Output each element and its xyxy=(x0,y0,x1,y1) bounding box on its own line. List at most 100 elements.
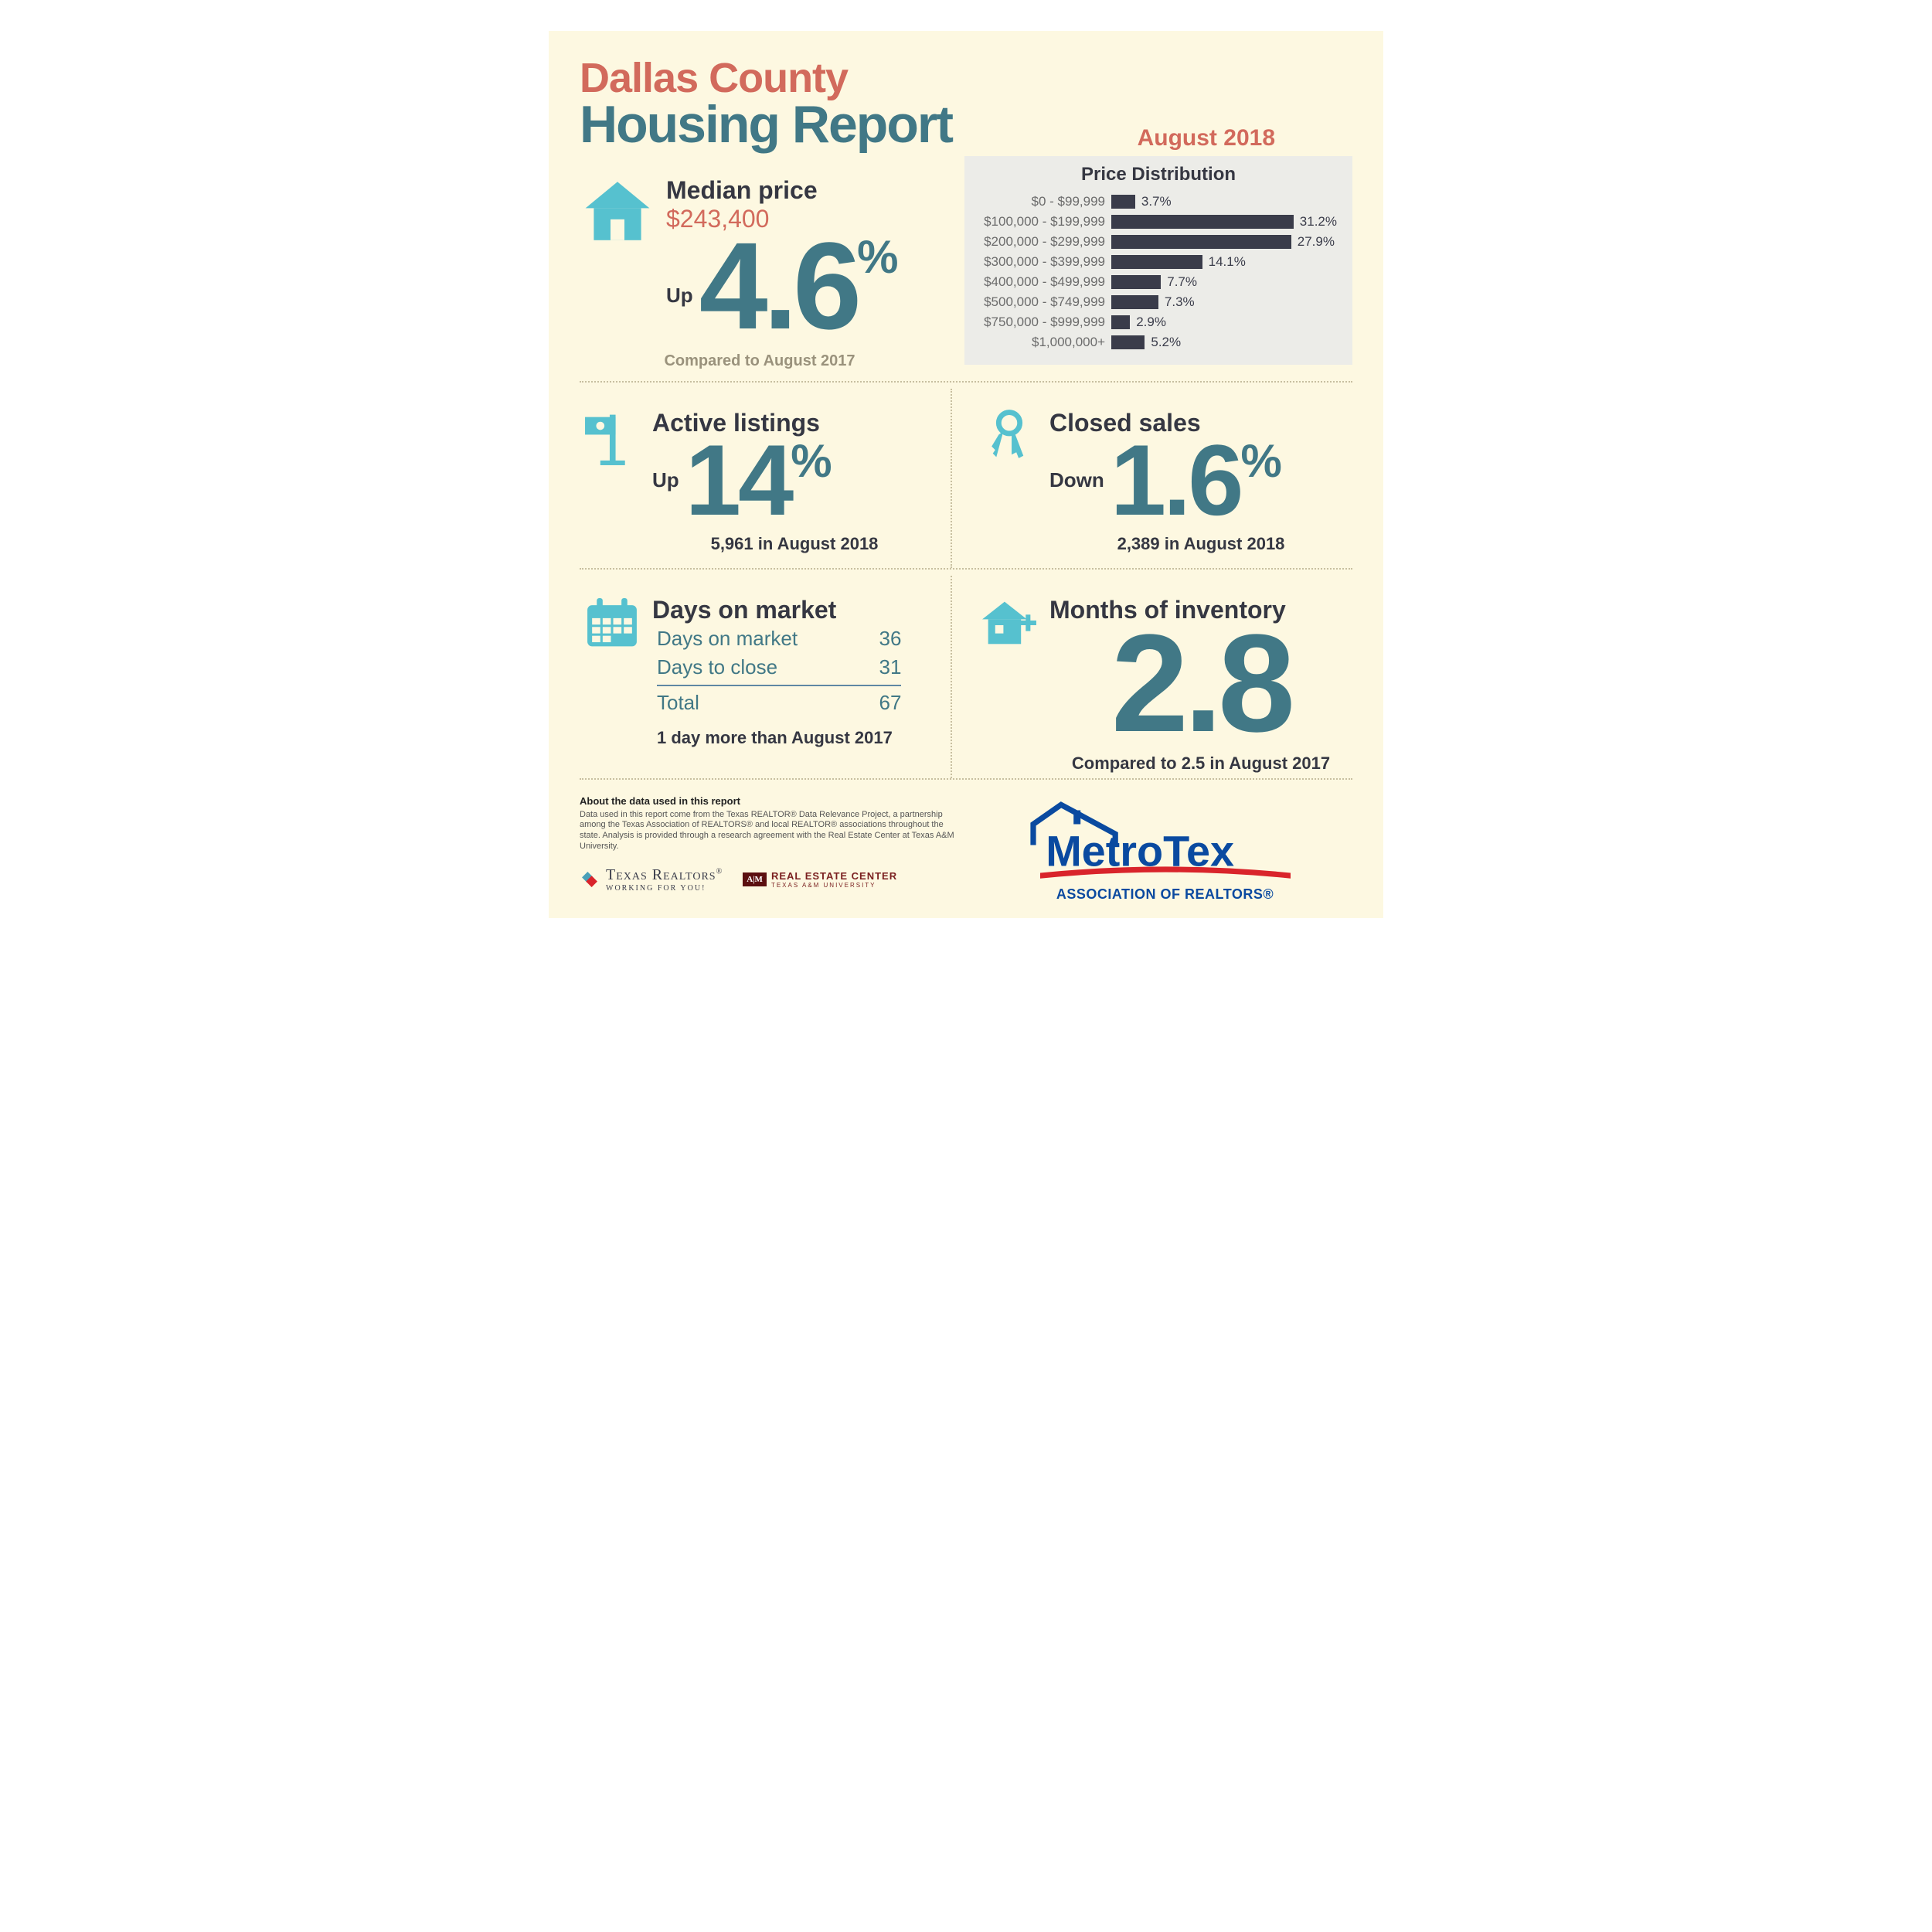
median-caption: Compared to August 2017 xyxy=(583,352,937,370)
distribution-label: $750,000 - $999,999 xyxy=(980,315,1111,330)
distribution-bar xyxy=(1111,235,1291,249)
median-price-panel: Median price $243,400 Up 4.6 % Compared … xyxy=(580,161,951,381)
closed-percent: 1.6 xyxy=(1111,437,1241,523)
days-on-market-panel: Days on market Days on market36 Days to … xyxy=(580,576,951,778)
distribution-row: $0 - $99,999 3.7% xyxy=(980,192,1337,212)
dom-label: Days on market xyxy=(652,596,937,624)
distribution-row: $750,000 - $999,999 2.9% xyxy=(980,312,1337,332)
row-3: Days on market Days on market36 Days to … xyxy=(580,576,1352,778)
about-body: Data used in this report come from the T… xyxy=(580,810,954,852)
distribution-value: 31.2% xyxy=(1300,214,1337,230)
header-row: Dallas County Housing Report August 2018 xyxy=(580,54,1352,155)
closed-caption: 2,389 in August 2018 xyxy=(1049,534,1352,554)
report-date: August 2018 xyxy=(1138,125,1275,151)
dom-total-value: 67 xyxy=(879,691,902,715)
dom-row-name: Days to close xyxy=(657,655,777,679)
closed-sales-panel: Closed sales Down 1.6 % 2,389 in August … xyxy=(951,389,1352,568)
distribution-bar xyxy=(1111,275,1161,289)
distribution-bar-area: 5.2% xyxy=(1111,335,1337,350)
infographic-page: Dallas County Housing Report August 2018… xyxy=(549,31,1383,918)
real-estate-center-logo: A|M REAL ESTATE CENTER TEXAS A&M UNIVERS… xyxy=(743,870,897,889)
median-pct-symbol: % xyxy=(857,230,898,284)
distribution-bar-area: 27.9% xyxy=(1111,234,1337,250)
median-label: Median price xyxy=(666,176,937,205)
dom-row: Days to close 31 xyxy=(657,653,901,682)
inventory-value: 2.8 xyxy=(1111,624,1291,743)
active-direction: Up xyxy=(652,468,679,492)
distribution-value: 7.3% xyxy=(1165,294,1195,310)
distribution-row: $100,000 - $199,999 31.2% xyxy=(980,212,1337,232)
distribution-bar-area: 2.9% xyxy=(1111,315,1337,330)
tx-realtors-sub: WORKING FOR YOU! xyxy=(606,884,723,893)
footer: About the data used in this report Data … xyxy=(580,795,1352,903)
tx-realtors-text: Texas Realtors xyxy=(606,866,716,883)
distribution-label: $300,000 - $399,999 xyxy=(980,254,1111,270)
dom-total-label: Total xyxy=(657,691,699,715)
divider-2 xyxy=(580,568,1352,570)
distribution-bar xyxy=(1111,255,1202,269)
distribution-bar xyxy=(1111,315,1130,329)
active-caption: 5,961 in August 2018 xyxy=(652,534,937,554)
median-percent: 4.6 xyxy=(699,233,857,338)
distribution-row: $500,000 - $749,999 7.3% xyxy=(980,292,1337,312)
divider-1 xyxy=(580,381,1352,383)
distribution-title: Price Distribution xyxy=(980,164,1337,185)
distribution-bar xyxy=(1111,215,1294,229)
distribution-bar-area: 7.3% xyxy=(1111,294,1337,310)
distribution-value: 3.7% xyxy=(1141,194,1172,209)
diamond-icon xyxy=(580,869,600,889)
dom-total-row: Total 67 xyxy=(657,685,901,717)
metrotex-sub: ASSOCIATION OF REALTORS® xyxy=(1056,886,1274,903)
distribution-row: $400,000 - $499,999 7.7% xyxy=(980,272,1337,292)
distribution-label: $400,000 - $499,999 xyxy=(980,274,1111,290)
distribution-label: $200,000 - $299,999 xyxy=(980,234,1111,250)
distribution-label: $100,000 - $199,999 xyxy=(980,214,1111,230)
inventory-panel: Months of inventory 2.8 Compared to 2.5 … xyxy=(951,576,1352,778)
calendar-icon xyxy=(583,596,641,655)
dom-table: Days on market36 Days to close 31 Total 67 xyxy=(657,624,901,717)
median-direction: Up xyxy=(666,284,693,308)
metrotex-logo-block: MetroTex ASSOCIATION OF REALTORS® xyxy=(978,795,1352,903)
house-icon xyxy=(583,176,652,246)
atm-badge: A|M xyxy=(743,872,767,886)
metrotex-logo: MetroTex xyxy=(1026,795,1304,888)
keys-icon xyxy=(980,409,1039,468)
sponsor-row: Texas Realtors® WORKING FOR YOU! A|M REA… xyxy=(580,866,954,893)
row-2: Active listings Up 14 % 5,961 in August … xyxy=(580,389,1352,568)
distribution-label: $0 - $99,999 xyxy=(980,194,1111,209)
rec-text: REAL ESTATE CENTER xyxy=(771,870,897,882)
tx-realtors-reg: ® xyxy=(716,867,723,876)
distribution-chart: $0 - $99,999 3.7% $100,000 - $199,999 31.2%… xyxy=(980,192,1337,352)
texas-realtors-logo: Texas Realtors® WORKING FOR YOU! xyxy=(580,866,723,893)
distribution-value: 2.9% xyxy=(1136,315,1166,330)
distribution-value: 27.9% xyxy=(1298,234,1335,250)
distribution-value: 7.7% xyxy=(1167,274,1197,290)
distribution-row: $200,000 - $299,999 27.9% xyxy=(980,232,1337,252)
distribution-label: $1,000,000+ xyxy=(980,335,1111,350)
price-distribution-panel: Price Distribution $0 - $99,999 3.7% $100,… xyxy=(951,161,1352,381)
active-listings-panel: Active listings Up 14 % 5,961 in August … xyxy=(580,389,951,568)
row-1: Median price $243,400 Up 4.6 % Compared … xyxy=(580,161,1352,381)
closed-pct-symbol: % xyxy=(1240,434,1281,488)
distribution-bar-area: 31.2% xyxy=(1111,214,1337,230)
dom-caption: 1 day more than August 2017 xyxy=(657,728,937,748)
dom-row-name: Days on market xyxy=(657,627,798,651)
about-block: About the data used in this report Data … xyxy=(580,795,954,903)
distribution-bar xyxy=(1111,295,1158,309)
active-pct-symbol: % xyxy=(791,434,832,488)
distribution-value: 5.2% xyxy=(1151,335,1181,350)
distribution-bar-area: 3.7% xyxy=(1111,194,1337,209)
distribution-label: $500,000 - $749,999 xyxy=(980,294,1111,310)
rec-sub: TEXAS A&M UNIVERSITY xyxy=(771,882,897,889)
inventory-caption: Compared to 2.5 in August 2017 xyxy=(1049,753,1352,774)
distribution-bar xyxy=(1111,195,1135,209)
distribution-bar xyxy=(1111,335,1145,349)
active-percent: 14 xyxy=(685,437,791,523)
distribution-value: 14.1% xyxy=(1209,254,1246,270)
distribution-row: $1,000,000+ 5.2% xyxy=(980,332,1337,352)
house-plus-icon xyxy=(980,596,1039,655)
dom-row-value: 31 xyxy=(879,655,902,679)
title-line2: Housing Report xyxy=(580,94,952,155)
distribution-bar-area: 14.1% xyxy=(1111,254,1337,270)
dom-row: Days on market36 xyxy=(657,624,901,653)
